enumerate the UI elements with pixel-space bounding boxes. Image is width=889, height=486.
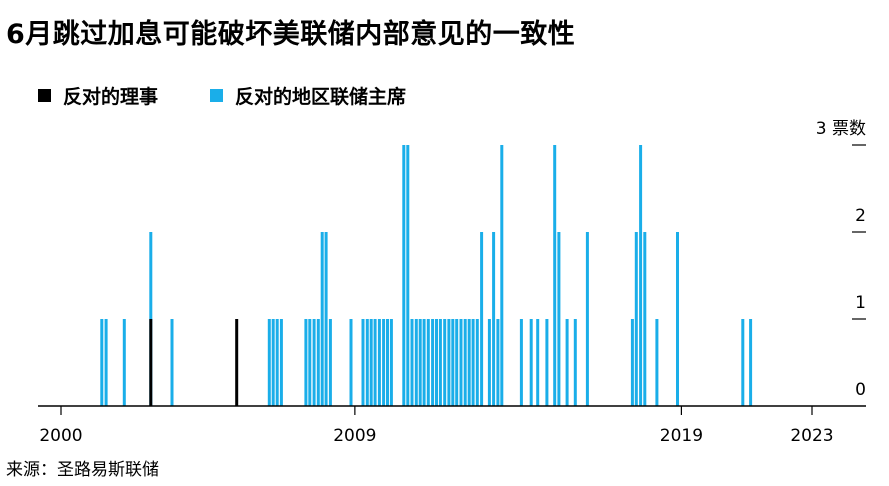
y-tick-label: 2 <box>855 206 866 226</box>
regional-dissent-bar <box>655 319 659 406</box>
regional-dissent-bar <box>496 319 500 406</box>
regional-dissent-bar <box>471 319 475 406</box>
regional-dissent-bar <box>459 319 463 406</box>
regional-dissent-bar <box>267 319 271 406</box>
regional-dissent-bar <box>377 319 381 406</box>
regional-dissent-bar <box>741 319 745 406</box>
regional-dissent-bar <box>304 319 308 406</box>
regional-dissent-bar <box>639 145 643 406</box>
regional-dissent-bar <box>422 319 426 406</box>
regional-dissent-bar <box>104 319 108 406</box>
regional-dissent-bar <box>455 319 459 406</box>
regional-dissent-bar <box>418 319 422 406</box>
regional-dissent-bar <box>553 145 557 406</box>
regional-dissent-bar <box>500 145 504 406</box>
regional-dissent-bar <box>676 232 679 406</box>
legend-item-governor: 反对的理事 <box>38 82 158 109</box>
legend-item-regional: 反对的地区联储主席 <box>210 82 406 109</box>
x-tick-label: 2009 <box>333 426 376 446</box>
regional-dissent-bar <box>529 319 533 406</box>
regional-dissent-bar <box>487 319 491 406</box>
regional-dissent-bar <box>312 319 316 406</box>
regional-dissent-bar <box>565 319 569 406</box>
regional-dissent-bar <box>475 319 479 406</box>
regional-dissent-bar <box>438 319 442 406</box>
regional-dissent-bar <box>573 319 577 406</box>
regional-dissent-bar <box>320 232 324 406</box>
legend-swatch-regional <box>210 89 224 102</box>
y-tick-label: 1 <box>855 293 866 313</box>
regional-dissent-bar <box>443 319 447 406</box>
regional-dissent-bar <box>467 319 471 406</box>
regional-dissent-bar <box>328 319 332 406</box>
regional-dissent-bar <box>279 319 283 406</box>
regional-dissent-bar <box>170 319 174 406</box>
regional-dissent-bar <box>122 319 126 406</box>
regional-dissent-bar <box>536 319 540 406</box>
regional-dissent-bar <box>410 319 414 406</box>
regional-dissent-bar <box>308 319 312 406</box>
regional-dissent-bar <box>463 319 467 406</box>
source-note: 来源：圣路易斯联储 <box>6 460 159 480</box>
regional-dissent-bar <box>349 319 353 406</box>
regional-dissent-bar <box>389 319 393 406</box>
regional-dissent-bar <box>316 319 320 406</box>
y-tick-label: 3 票数 <box>816 119 866 139</box>
regional-dissent-bar <box>365 319 369 406</box>
regional-dissent-bar <box>557 232 561 406</box>
y-tick-label: 0 <box>855 380 866 400</box>
regional-dissent-bar <box>447 319 451 406</box>
regional-dissent-bar <box>373 319 377 406</box>
regional-dissent-bar <box>492 232 496 406</box>
regional-dissent-bar <box>431 319 435 406</box>
regional-dissent-bar <box>406 145 410 406</box>
regional-dissent-bar <box>324 232 328 406</box>
regional-dissent-bar <box>382 319 386 406</box>
governor-dissent-bar <box>149 319 153 406</box>
regional-dissent-bar <box>451 319 455 406</box>
regional-dissent-bar <box>414 319 418 406</box>
x-tick-label: 2019 <box>660 426 703 446</box>
chart-legend: 反对的理事 反对的地区联储主席 <box>38 82 458 109</box>
regional-dissent-bar <box>519 319 523 406</box>
chart-title: 6月跳过加息可能破坏美联储内部意见的一致性 <box>6 19 576 50</box>
legend-label-regional: 反对的地区联储主席 <box>235 86 407 108</box>
regional-dissent-bar <box>480 232 484 406</box>
regional-dissent-bar <box>361 319 365 406</box>
regional-dissent-bar <box>426 319 430 406</box>
regional-dissent-bar <box>275 319 279 406</box>
governor-dissent-bar <box>235 319 239 406</box>
regional-dissent-bar <box>271 319 275 406</box>
regional-dissent-bar <box>386 319 389 406</box>
regional-dissent-bar <box>435 319 438 406</box>
regional-dissent-bar <box>100 319 104 406</box>
regional-dissent-bar <box>630 319 634 406</box>
legend-swatch-governor <box>38 89 51 102</box>
regional-dissent-bar <box>634 232 638 406</box>
legend-label-governor: 反对的理事 <box>63 86 159 108</box>
x-tick-label: 2023 <box>790 426 833 446</box>
regional-dissent-bar <box>402 145 406 406</box>
regional-dissent-bar <box>585 232 589 406</box>
x-tick-label: 2000 <box>39 426 82 446</box>
regional-dissent-bar <box>643 232 647 406</box>
regional-dissent-bar <box>369 319 373 406</box>
regional-dissent-bar <box>545 319 549 406</box>
regional-dissent-bar <box>749 319 753 406</box>
